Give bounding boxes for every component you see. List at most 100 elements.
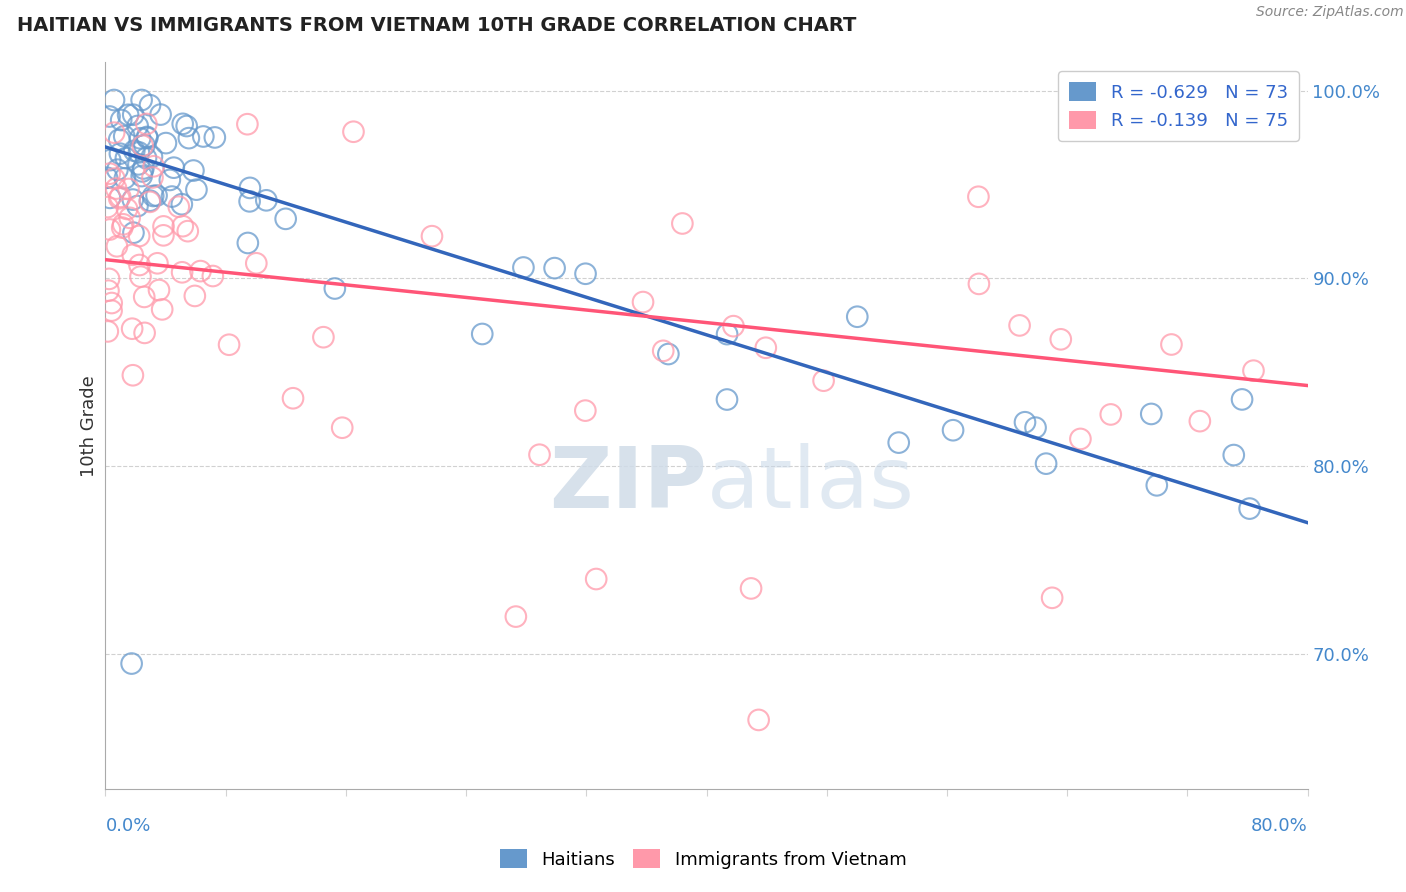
Point xyxy=(136,130,159,145)
Point xyxy=(135,117,157,131)
Point xyxy=(218,337,240,351)
Point xyxy=(103,126,125,140)
Point xyxy=(110,190,132,204)
Point xyxy=(239,194,262,209)
Point xyxy=(103,93,125,107)
Point xyxy=(131,169,153,183)
Point xyxy=(128,258,150,272)
Point xyxy=(204,130,226,145)
Point xyxy=(124,144,146,158)
Point xyxy=(98,222,121,236)
Point xyxy=(98,167,121,181)
Point xyxy=(108,132,131,146)
Point xyxy=(141,170,163,185)
Point xyxy=(1008,318,1031,333)
Point xyxy=(657,347,679,361)
Point xyxy=(117,182,139,196)
Point xyxy=(108,191,131,205)
Point xyxy=(97,284,120,298)
Point xyxy=(152,219,174,234)
Point xyxy=(236,235,259,250)
Point xyxy=(132,161,155,176)
Text: 0.0%: 0.0% xyxy=(105,817,150,835)
Point xyxy=(139,194,162,209)
Point xyxy=(100,303,122,318)
Point xyxy=(239,181,262,195)
Point xyxy=(193,129,215,144)
Point xyxy=(98,153,121,167)
Point xyxy=(111,220,134,235)
Point xyxy=(1160,337,1182,351)
Point xyxy=(118,211,141,225)
Point xyxy=(98,191,121,205)
Point xyxy=(274,211,297,226)
Point xyxy=(142,159,165,173)
Point xyxy=(1140,407,1163,421)
Point xyxy=(135,151,157,165)
Point xyxy=(127,199,149,213)
Point xyxy=(967,277,990,291)
Point xyxy=(136,131,159,145)
Point xyxy=(887,435,910,450)
Point xyxy=(574,403,596,417)
Point xyxy=(172,219,194,234)
Point xyxy=(96,170,118,185)
Point xyxy=(122,226,145,240)
Point xyxy=(121,321,143,335)
Point xyxy=(190,264,212,278)
Point xyxy=(115,151,138,165)
Point xyxy=(471,326,494,341)
Point xyxy=(236,117,259,131)
Point xyxy=(813,374,835,388)
Point xyxy=(122,108,145,122)
Point xyxy=(846,310,869,324)
Point xyxy=(652,343,675,358)
Point xyxy=(201,268,224,283)
Point xyxy=(740,582,762,596)
Point xyxy=(105,181,128,195)
Point xyxy=(671,217,693,231)
Point xyxy=(145,188,167,202)
Text: atlas: atlas xyxy=(707,442,914,525)
Point xyxy=(1175,103,1198,117)
Point xyxy=(176,119,198,133)
Point xyxy=(112,129,135,144)
Point xyxy=(103,171,125,186)
Point xyxy=(170,197,193,211)
Point xyxy=(117,108,139,122)
Point xyxy=(121,248,143,262)
Point xyxy=(254,194,277,208)
Point xyxy=(1222,448,1244,462)
Point xyxy=(134,290,156,304)
Point xyxy=(574,267,596,281)
Point xyxy=(146,256,169,270)
Point xyxy=(128,229,150,244)
Text: ZIP: ZIP xyxy=(548,442,707,525)
Point xyxy=(967,190,990,204)
Point xyxy=(97,325,120,339)
Point xyxy=(512,260,534,275)
Point xyxy=(127,119,149,133)
Text: 80.0%: 80.0% xyxy=(1251,817,1308,835)
Point xyxy=(1035,457,1057,471)
Point xyxy=(1230,392,1253,407)
Point xyxy=(128,145,150,160)
Point xyxy=(723,319,745,334)
Point xyxy=(1243,364,1265,378)
Point xyxy=(129,131,152,145)
Point xyxy=(172,265,194,279)
Point xyxy=(505,609,527,624)
Point xyxy=(98,272,121,286)
Point xyxy=(184,289,207,303)
Point xyxy=(108,146,131,161)
Point xyxy=(245,256,267,270)
Point xyxy=(529,448,551,462)
Point xyxy=(342,125,364,139)
Point xyxy=(114,171,136,186)
Point xyxy=(716,392,738,407)
Point xyxy=(159,173,181,187)
Point xyxy=(716,327,738,342)
Legend: R = -0.629   N = 73, R = -0.139   N = 75: R = -0.629 N = 73, R = -0.139 N = 75 xyxy=(1059,71,1299,141)
Point xyxy=(131,138,153,153)
Point xyxy=(1099,408,1122,422)
